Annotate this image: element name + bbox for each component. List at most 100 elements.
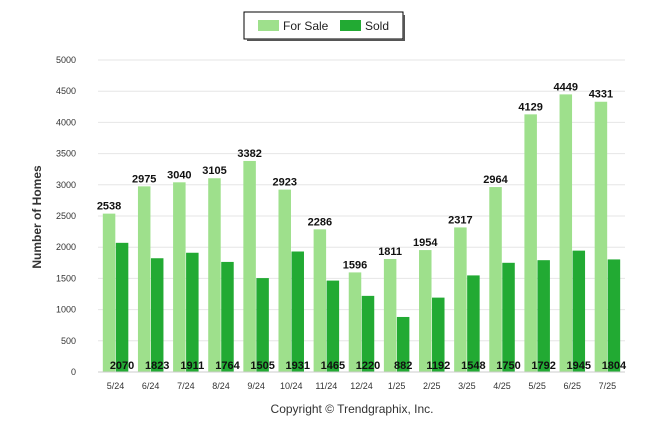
bar-sold <box>467 275 480 372</box>
data-label-sold: 1220 <box>356 360 380 372</box>
legend-shadow <box>403 15 405 41</box>
data-label-for-sale: 4449 <box>554 81 578 93</box>
data-label-sold: 1750 <box>496 360 520 372</box>
bar-sold <box>221 261 234 372</box>
data-label-for-sale: 2964 <box>483 174 508 186</box>
data-label-sold: 882 <box>394 360 412 372</box>
y-axis-ticks: 0 500 1000 1500 2000 2500 3000 3500 4000 4500 5000 <box>56 55 76 377</box>
legend-shadow-bottom <box>247 39 405 41</box>
y-tick-label: 1500 <box>56 273 76 283</box>
bar-sold <box>607 259 621 372</box>
y-tick-label: 3000 <box>56 180 76 190</box>
data-label-for-sale: 3040 <box>167 169 191 181</box>
data-label-sold: 1804 <box>602 360 627 372</box>
x-tick-label: 3/25 <box>458 381 476 391</box>
data-label-for-sale: 1811 <box>378 246 402 258</box>
data-label-sold: 1548 <box>461 360 485 372</box>
data-label-sold: 1764 <box>215 360 240 372</box>
x-tick-label: 9/24 <box>247 381 265 391</box>
data-label-for-sale: 2538 <box>97 201 121 213</box>
bar-sold <box>291 251 304 372</box>
data-label-sold: 2070 <box>110 360 134 372</box>
legend-label-for-sale: For Sale <box>283 19 329 33</box>
x-tick-label: 5/24 <box>107 381 125 391</box>
y-tick-label: 2000 <box>56 242 76 252</box>
x-tick-label: 12/24 <box>350 381 373 391</box>
data-label-for-sale: 4331 <box>589 89 613 101</box>
x-tick-label: 6/24 <box>142 381 160 391</box>
data-label-sold: 1931 <box>285 360 309 372</box>
data-label-sold: 1192 <box>426 360 450 372</box>
bar-sold <box>115 242 129 372</box>
bar-for-sale <box>559 94 573 373</box>
y-tick-label: 500 <box>61 336 76 346</box>
x-tick-label: 1/25 <box>388 381 406 391</box>
legend-label-sold: Sold <box>365 19 389 33</box>
y-tick-label: 1000 <box>56 305 76 315</box>
bar-for-sale <box>137 186 151 372</box>
y-tick-label: 2500 <box>56 211 76 221</box>
copyright-text: Copyright © Trendgraphix, Inc. <box>271 402 434 416</box>
y-tick-label: 3500 <box>56 149 76 159</box>
bar-for-sale <box>419 250 432 372</box>
bar-sold <box>186 252 199 372</box>
y-tick-label: 4000 <box>56 117 76 127</box>
x-tick-label: 5/25 <box>528 381 546 391</box>
data-label-sold: 1945 <box>567 360 591 372</box>
y-tick-label: 5000 <box>56 55 76 65</box>
data-label-sold: 1911 <box>180 360 204 372</box>
data-label-sold: 1792 <box>531 360 555 372</box>
y-tick-label: 4500 <box>56 86 76 96</box>
data-label-for-sale: 3105 <box>202 165 226 177</box>
data-label-for-sale: 3382 <box>237 148 261 160</box>
x-axis-ticks: 5/24 6/24 7/24 8/24 9/24 10/24 11/24 12/24 1/25 2… <box>107 381 616 391</box>
bar-for-sale <box>348 272 362 372</box>
data-label-sold: 1823 <box>145 360 169 372</box>
data-labels: 2538 2070 2975 1823 3040 1911 3105 1764 3382 1505… <box>97 81 627 372</box>
legend-swatch-sold <box>340 20 361 31</box>
bar-for-sale <box>524 114 537 372</box>
x-tick-label: 7/25 <box>599 381 617 391</box>
bar-for-sale <box>243 160 256 372</box>
bar-sold <box>537 260 550 372</box>
bar-sold <box>396 316 410 372</box>
bar-for-sale <box>313 229 327 372</box>
data-label-for-sale: 2286 <box>308 216 332 228</box>
bar-for-sale <box>383 258 397 372</box>
bar-for-sale <box>173 182 186 372</box>
bar-sold <box>502 262 515 372</box>
bar-sold <box>432 297 445 372</box>
bar-for-sale <box>208 178 221 372</box>
gridlines <box>98 59 625 342</box>
y-tick-label: 0 <box>71 367 76 377</box>
bars <box>102 94 621 373</box>
bar-sold <box>326 280 340 372</box>
bar-sold <box>572 250 586 372</box>
x-tick-label: 4/25 <box>493 381 511 391</box>
legend-swatch-for-sale <box>258 20 279 31</box>
x-tick-label: 11/24 <box>315 381 337 391</box>
x-tick-label: 8/24 <box>212 381 230 391</box>
bar-for-sale <box>278 189 291 372</box>
legend: For Sale Sold <box>243 11 405 41</box>
y-axis-label: Number of Homes <box>30 165 44 269</box>
bar-sold <box>150 258 164 372</box>
data-label-sold: 1505 <box>250 360 274 372</box>
bar-sold <box>256 278 269 372</box>
bar-sold <box>361 295 375 372</box>
data-label-sold: 1465 <box>321 360 345 372</box>
data-label-for-sale: 2975 <box>132 173 156 185</box>
bar-for-sale <box>594 101 608 372</box>
data-label-for-sale: 4129 <box>518 101 542 113</box>
data-label-for-sale: 1596 <box>343 259 367 271</box>
x-tick-label: 7/24 <box>177 381 195 391</box>
bar-for-sale <box>102 213 116 372</box>
x-tick-label: 2/25 <box>423 381 441 391</box>
bar-for-sale <box>454 227 467 372</box>
data-label-for-sale: 2317 <box>448 214 472 226</box>
data-label-for-sale: 1954 <box>413 237 438 249</box>
x-tick-label: 6/25 <box>564 381 582 391</box>
x-tick-label: 10/24 <box>280 381 303 391</box>
data-label-for-sale: 2923 <box>272 177 296 189</box>
